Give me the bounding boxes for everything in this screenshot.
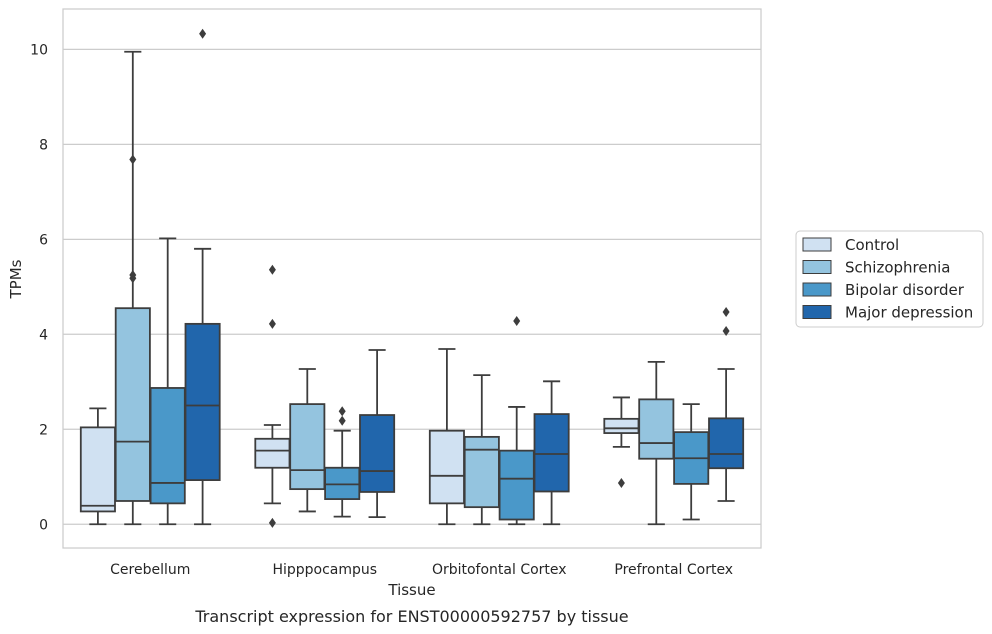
iqr-box — [708, 417, 745, 470]
iqr-box — [603, 417, 640, 434]
y-tick-labels: 0 2 4 6 8 10 — [30, 42, 48, 533]
iqr-box — [498, 449, 535, 521]
outlier-point — [268, 517, 276, 528]
outlier-point — [722, 325, 730, 336]
plot-frame — [62, 8, 762, 549]
iqr-box — [428, 429, 465, 505]
outlier-point — [338, 406, 346, 417]
iqr-box — [359, 414, 396, 493]
outlier-point — [338, 415, 346, 426]
legend-frame — [795, 230, 984, 328]
x-tick-label: Hipppocampus — [272, 562, 377, 578]
legend-swatch — [802, 260, 832, 274]
box — [359, 349, 396, 519]
y-tick-label: 0 — [39, 517, 48, 533]
y-tick-label: 4 — [39, 327, 48, 343]
x-tick-labels: Cerebellum Hipppocampus Orbitofontal Corte… — [110, 562, 733, 578]
chart-caption: Transcript expression for ENST0000059275… — [194, 607, 628, 626]
x-tick-label: Orbitofontal Cortex — [432, 562, 567, 578]
box — [114, 50, 151, 526]
legend-label: Major depression — [845, 304, 973, 322]
y-tick-label: 10 — [30, 42, 48, 58]
y-tick-label: 6 — [39, 232, 48, 248]
x-tick-label: Cerebellum — [110, 562, 190, 578]
series-control — [79, 264, 640, 528]
iqr-box — [638, 398, 675, 460]
y-tick-label: 8 — [39, 137, 48, 153]
box — [708, 306, 745, 502]
y-axis-label: TPMs — [7, 259, 25, 299]
legend: Control Schizophrenia Bipolar disorder Majo… — [795, 230, 984, 328]
x-tick-label: Prefrontal Cortex — [614, 562, 733, 578]
box — [428, 348, 465, 526]
legend-label: Bipolar disorder — [845, 281, 965, 299]
legend-swatch — [802, 237, 832, 252]
outlier-point — [268, 264, 276, 275]
legend-swatch — [802, 305, 832, 319]
outlier-point — [617, 477, 625, 488]
outlier-point — [513, 316, 521, 327]
iqr-box — [184, 322, 221, 481]
legend-label: Schizophrenia — [845, 259, 950, 277]
iqr-box — [79, 426, 116, 513]
iqr-box — [463, 435, 500, 509]
legend-label: Control — [845, 236, 899, 254]
iqr-box — [114, 307, 151, 502]
iqr-box — [289, 403, 326, 491]
box — [184, 28, 221, 526]
iqr-box — [254, 437, 291, 469]
legend-swatch — [802, 282, 832, 297]
outlier-point — [129, 154, 137, 165]
iqr-box — [533, 413, 570, 493]
box — [289, 368, 326, 513]
box — [533, 380, 570, 526]
outlier-point — [129, 269, 137, 280]
box — [638, 360, 675, 526]
outlier-point — [722, 306, 730, 317]
outlier-point — [199, 28, 207, 39]
box — [603, 396, 640, 488]
box — [463, 374, 500, 526]
box — [254, 264, 291, 528]
series-bipolar-disorder — [149, 237, 710, 526]
iqr-box — [149, 387, 186, 505]
outlier-point — [268, 318, 276, 329]
y-tick-label: 2 — [39, 422, 48, 438]
series-schizophrenia — [114, 50, 675, 526]
series-major-depression — [184, 28, 745, 526]
x-axis-label: Tissue — [387, 581, 435, 599]
box — [149, 237, 186, 526]
box-series — [79, 28, 745, 528]
iqr-box — [324, 466, 361, 500]
